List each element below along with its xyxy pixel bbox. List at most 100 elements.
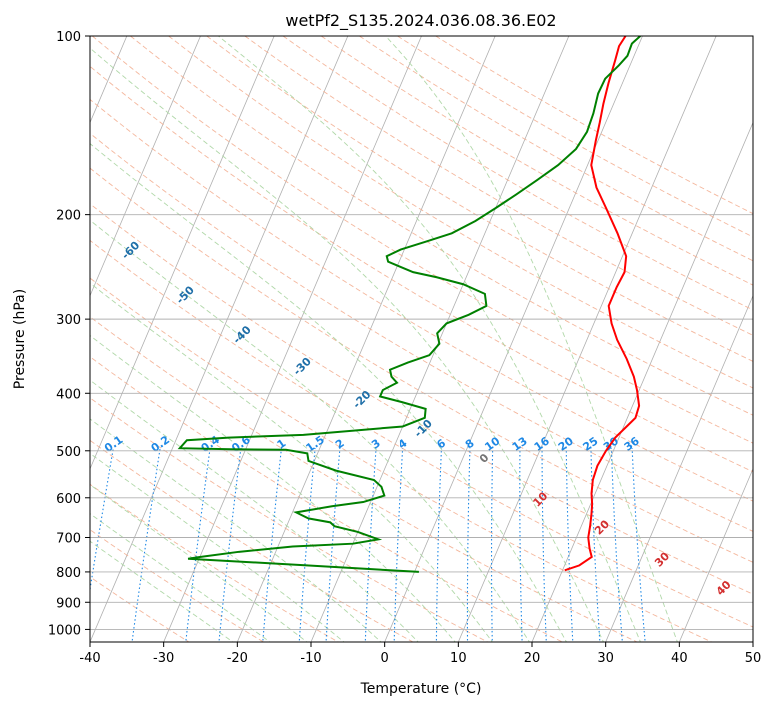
chart-title: wetPf2_S135.2024.036.08.36.E02 xyxy=(285,11,556,31)
dry-adiabat-line xyxy=(244,36,753,336)
isotherm-line xyxy=(236,36,496,642)
mixing-ratio-line xyxy=(541,448,547,642)
dry-adiabat-line xyxy=(90,483,340,642)
dry-adiabat-line xyxy=(91,36,753,444)
isotherm-line xyxy=(384,36,643,642)
moist-adiabat-line xyxy=(90,540,234,642)
x-tick-label: 0 xyxy=(381,651,389,666)
x-tick-label: -30 xyxy=(153,651,174,666)
x-tick-label: -40 xyxy=(79,651,100,666)
dry-adiabat-line xyxy=(90,203,753,595)
isotherm-line xyxy=(163,36,422,642)
y-tick-label: 1000 xyxy=(48,623,81,638)
dry-adiabat-line xyxy=(130,36,753,416)
x-tick-label: -10 xyxy=(300,651,321,666)
isotherm-line xyxy=(605,294,753,642)
dry-adiabat-line xyxy=(282,36,753,311)
mixing-ratio-label: 3 xyxy=(369,437,383,452)
mixing-ratio-label: 0.4 xyxy=(199,433,223,455)
mixing-ratio-line xyxy=(435,448,443,642)
mixing-ratio-line xyxy=(631,448,646,642)
moist-adiabat-line xyxy=(385,36,678,642)
y-tick-label: 600 xyxy=(56,492,81,507)
y-tick-label: 300 xyxy=(56,313,81,328)
dry-adiabat-line xyxy=(90,167,753,563)
isotherm-line xyxy=(310,36,570,642)
mixing-ratio-line xyxy=(610,448,623,642)
axes-layer: -40 -30 -20 -10 0 10 20 30 40 5010020030040050060… xyxy=(48,30,761,666)
mixing-ratio-line xyxy=(185,448,211,642)
mixing-ratio-label: 1.5 xyxy=(303,433,326,455)
mixing-ratio-label: 8 xyxy=(463,437,477,452)
dry-adiabat-line xyxy=(90,239,753,628)
y-tick-label: 500 xyxy=(56,445,81,460)
isotherm-line xyxy=(752,640,753,642)
x-tick-label: 40 xyxy=(671,651,688,666)
moist-adiabat-line xyxy=(218,36,641,642)
profile-line xyxy=(177,36,641,573)
dry-adiabat-label: -40 xyxy=(231,323,254,346)
moist-adiabat-line xyxy=(90,143,567,642)
x-tick-label: 10 xyxy=(450,651,467,666)
mixing-ratio-line xyxy=(590,448,601,642)
dry-adiabat-line xyxy=(320,36,753,286)
y-axis-label: Pressure (hPa) xyxy=(12,289,28,389)
dry-adiabat-line xyxy=(90,277,713,642)
y-tick-label: 200 xyxy=(56,209,81,224)
x-tick-label: -20 xyxy=(227,651,248,666)
x-axis-label: Temperature (°C) xyxy=(360,681,482,697)
mixing-ratio-line xyxy=(519,448,523,642)
isotherm-line xyxy=(0,23,59,645)
y-tick-label: 900 xyxy=(56,596,81,611)
y-tick-label: 800 xyxy=(56,566,81,581)
mixing-ratio-label: 0.2 xyxy=(149,433,172,455)
moist-adiabat-line xyxy=(90,282,493,642)
dry-adiabat-label: 10 xyxy=(530,489,550,509)
dry-adiabat-line xyxy=(397,36,753,238)
moist-adiabat-line xyxy=(90,47,604,642)
dry-adiabat-label: 40 xyxy=(714,578,734,598)
isotherm-line xyxy=(90,36,349,642)
data-layer xyxy=(177,36,641,573)
dry-adiabat-line xyxy=(90,356,564,642)
moist-adiabat-line xyxy=(90,484,308,642)
dry-adiabat-line xyxy=(435,36,753,215)
dry-adiabat-label: 30 xyxy=(652,549,672,569)
y-tick-label: 100 xyxy=(56,30,81,45)
mixing-ratio-line xyxy=(393,448,404,642)
background-layer: 0.10.20.40.611.52346810131620253036-100-… xyxy=(0,23,753,645)
mixing-ratio-line xyxy=(262,448,282,642)
dry-adiabat-label: -50 xyxy=(174,283,197,306)
x-tick-label: 50 xyxy=(745,651,762,666)
mixing-ratio-line xyxy=(491,448,494,642)
mixing-ratio-line xyxy=(565,448,574,642)
moist-adiabat-line xyxy=(90,379,419,642)
dry-adiabat-label: 20 xyxy=(592,517,612,537)
moist-adiabat-line xyxy=(90,418,382,642)
y-tick-label: 400 xyxy=(56,387,81,402)
y-tick-label: 700 xyxy=(56,532,81,547)
mixing-ratio-label: 4 xyxy=(396,436,410,451)
x-tick-label: 30 xyxy=(597,651,614,666)
mixing-ratio-line xyxy=(325,448,341,642)
mixing-ratio-label: 6 xyxy=(434,436,448,451)
mixing-ratio-line xyxy=(131,448,161,642)
mixing-ratio-line xyxy=(218,448,242,642)
isotherm-line xyxy=(678,467,753,642)
isotherm-line xyxy=(90,36,201,297)
dry-adiabat-line xyxy=(90,132,753,532)
dry-adiabat-line xyxy=(90,65,753,473)
dry-adiabat-line xyxy=(168,36,753,389)
dry-adiabat-line xyxy=(359,36,753,262)
x-tick-label: 20 xyxy=(524,651,541,666)
mixing-ratio-line xyxy=(90,448,114,593)
dry-adiabat-line xyxy=(90,98,753,502)
moist-adiabat-line xyxy=(90,219,530,642)
isotherm-line xyxy=(531,121,753,642)
profile-line xyxy=(564,36,641,572)
moist-adiabat-line xyxy=(90,452,345,642)
isotherm-line xyxy=(90,36,275,470)
dry-adiabat-label: -80 xyxy=(13,143,36,166)
dry-adiabat-label: -20 xyxy=(350,388,373,411)
